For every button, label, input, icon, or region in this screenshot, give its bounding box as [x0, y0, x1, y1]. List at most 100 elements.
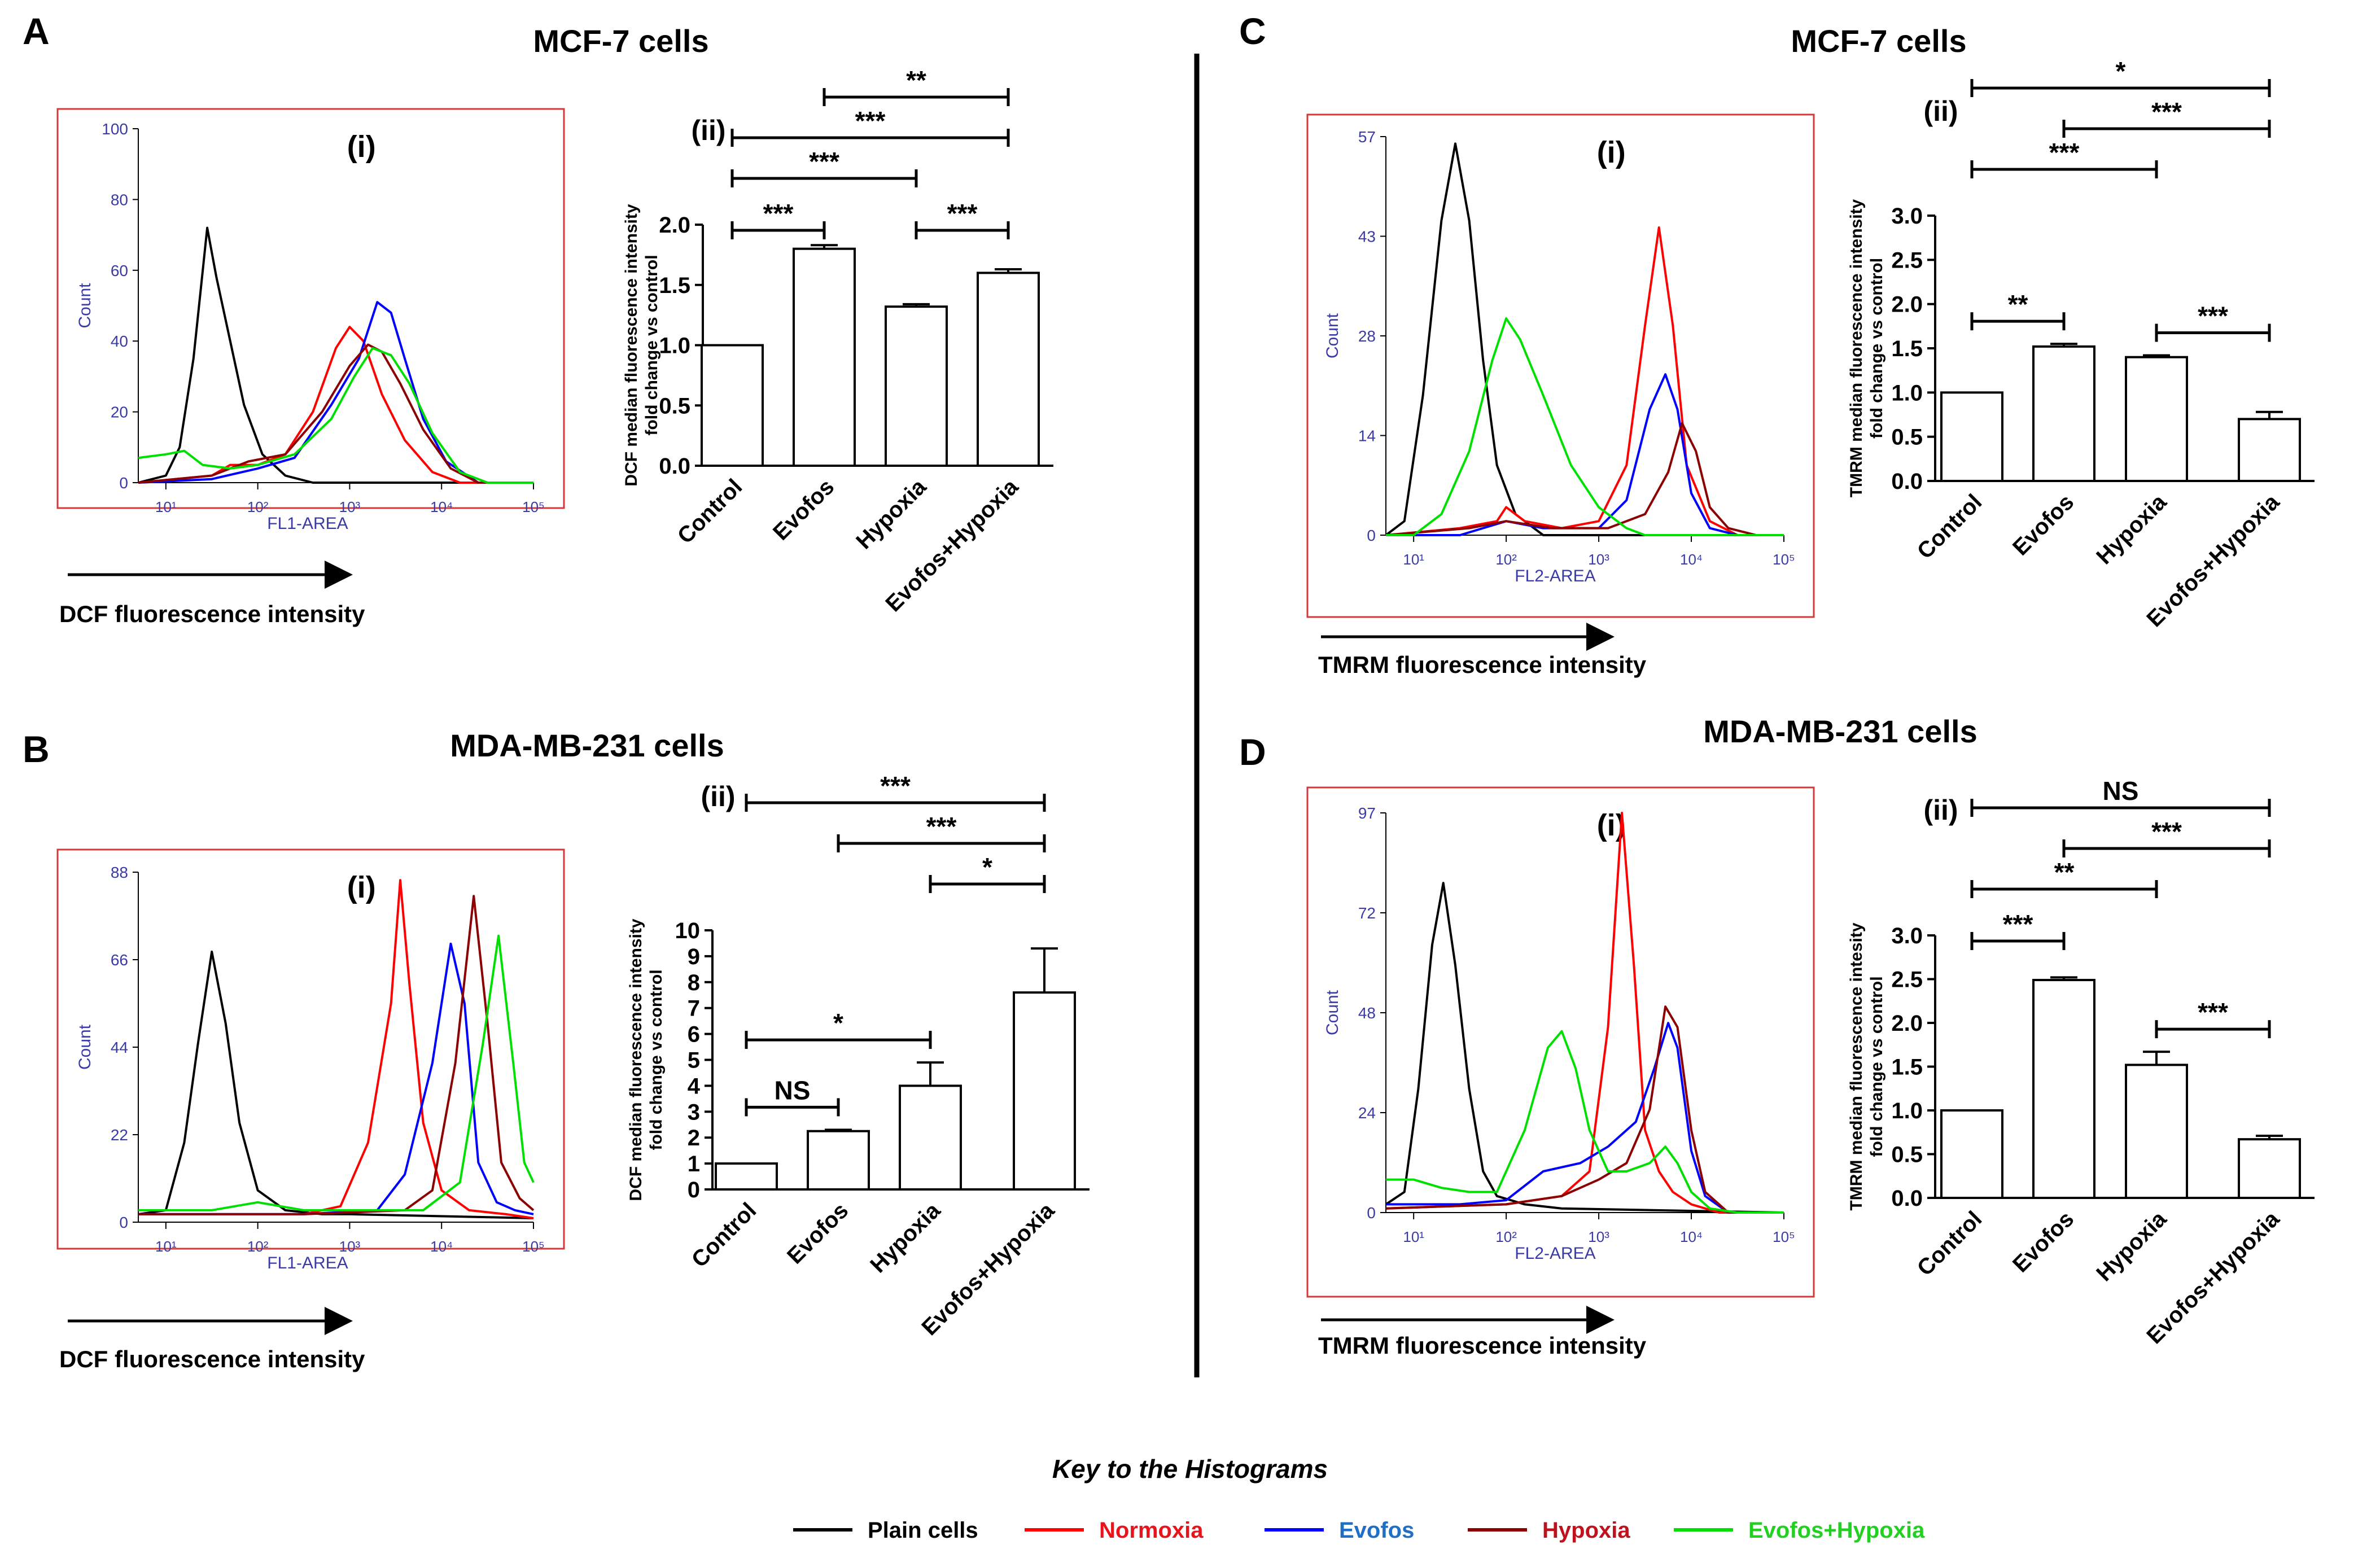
bar: [2238, 1138, 2301, 1200]
histogram-panel-label: (i): [347, 870, 376, 904]
curve-evofos-hypoxia: [138, 347, 533, 484]
histogram: 0 22 44 66 88 10¹ 10² 10³ 10⁴ 10⁵ FL1-AREA Count (i): [56, 848, 565, 1272]
panel-letter: C: [1239, 10, 1266, 52]
panel-title: MDA-MB-231 cells: [450, 728, 724, 763]
x-tick-label: 10²: [247, 498, 269, 515]
x-tick-label: 10⁵: [1773, 1228, 1795, 1245]
bar-y-tick-label: 0.0: [659, 454, 690, 479]
bar-y-tick-label: 3.0: [1891, 204, 1923, 229]
x-tick-label: 10¹: [155, 1238, 177, 1255]
panel-d: D MDA-MB-231 cells 0 24 48 72 97 10¹ 10² 10³ 10⁴ 10…: [1239, 714, 2315, 1359]
y-tick-label: 0: [1367, 527, 1376, 544]
x-tick-label: 10⁴: [1680, 1228, 1703, 1245]
bar-y-tick-label: 2.0: [659, 213, 690, 238]
y-tick-label: 88: [111, 864, 128, 881]
significance-label: ***: [763, 199, 794, 228]
histogram-panel-label: (i): [1597, 135, 1626, 169]
panel-a: A MCF-7 cells 0 20 40 60 80 100 10¹ 10² 10³ 10⁴ 10⁵ F…: [23, 10, 1053, 627]
x-tick-label: 10⁴: [430, 498, 453, 515]
curve-normoxia: [1385, 226, 1784, 536]
bar: [1940, 1109, 2003, 1199]
x-tick-label: 10⁴: [1680, 551, 1703, 568]
significance-label: ***: [926, 812, 957, 841]
bar-y-tick-label: 0.0: [1891, 469, 1923, 494]
bar-y-label-line2: fold change vs control: [1867, 258, 1886, 439]
key-label: Hypoxia: [1542, 1518, 1630, 1543]
curve-evofos-hypoxia: [138, 934, 535, 1211]
bar-category-label: Hypoxia: [865, 1198, 946, 1278]
bar-y-tick-label: 2.5: [1891, 968, 1923, 992]
curve-normoxia: [138, 326, 533, 484]
key-label: Evofos+Hypoxia: [1748, 1518, 1925, 1543]
histogram: 0 14 28 43 57 10¹ 10² 10³ 10⁴ 10⁵ FL2-AREA Count (i): [1306, 113, 1815, 618]
y-tick-label: 80: [111, 191, 128, 208]
panel-title: MDA-MB-231 cells: [1703, 714, 1977, 749]
significance-label: *: [833, 1008, 843, 1038]
histogram: 0 20 40 60 80 100 10¹ 10² 10³ 10⁴ 10⁵ FL1-AREA Count…: [56, 108, 565, 533]
y-tick-label: 66: [111, 951, 128, 969]
y-tick-label: 0: [1367, 1204, 1376, 1222]
bar-y-tick-label: 0.5: [1891, 1143, 1923, 1167]
y-tick-label: 24: [1358, 1104, 1376, 1122]
bar-y-tick-label: 4: [688, 1074, 701, 1099]
x-tick-label: 10²: [1495, 1228, 1517, 1245]
bar-category-label: Control: [1913, 489, 1987, 564]
key-title: Key to the Histograms: [1052, 1454, 1328, 1484]
histogram-y-label: Count: [76, 283, 94, 329]
bar-y-tick-label: 6: [688, 1022, 700, 1047]
significance-label: ***: [947, 199, 978, 228]
x-tick-label: 10⁴: [430, 1238, 453, 1255]
bar-category-label: Control: [673, 474, 747, 549]
panel-letter: A: [23, 10, 50, 52]
histogram-frame: [1306, 113, 1815, 618]
axis-caption: DCF fluorescence intensity: [59, 1346, 365, 1372]
panel-title: MCF-7 cells: [1791, 23, 1966, 59]
bar: [2238, 418, 2301, 482]
x-tick-label: 10⁵: [522, 1238, 545, 1255]
key-label: Evofos: [1339, 1518, 1414, 1543]
histogram-x-label: FL1-AREA: [267, 1254, 348, 1272]
axis-caption: TMRM fluorescence intensity: [1318, 1332, 1647, 1359]
bar-y-tick-label: 1.5: [1891, 1055, 1923, 1080]
significance-label: ***: [2198, 997, 2228, 1027]
significance-label: ***: [880, 771, 911, 800]
y-tick-label: 28: [1358, 327, 1376, 345]
bar-y-label-line2: fold change vs control: [1867, 976, 1886, 1157]
curve-hypoxia: [138, 895, 535, 1215]
bar-y-tick-label: 1.0: [1891, 1099, 1923, 1123]
significance-label: **: [2054, 857, 2075, 887]
bar-category-label: Evofos: [782, 1198, 853, 1268]
x-tick-label: 10³: [339, 1238, 361, 1255]
bar-category-label: Evofos: [768, 474, 839, 545]
x-tick-label: 10⁵: [1773, 551, 1795, 568]
histogram-y-label: Count: [1323, 990, 1342, 1035]
bar-y-tick-label: 1.0: [659, 334, 690, 358]
significance-label: *: [2116, 56, 2126, 86]
bar: [715, 1162, 778, 1191]
bar-y-tick-label: 8: [688, 970, 700, 995]
panel-title: MCF-7 cells: [533, 23, 708, 59]
curve-evofos-hypoxia: [1386, 1030, 1784, 1214]
bar-category-label: Control: [687, 1198, 762, 1272]
bar-y-tick-label: 1.0: [1891, 380, 1923, 405]
y-tick-label: 60: [111, 262, 128, 279]
x-tick-label: 10⁵: [522, 498, 545, 515]
x-tick-label: 10²: [1495, 551, 1517, 568]
curve-hypoxia: [1385, 1005, 1784, 1214]
bar: [2032, 345, 2095, 482]
bar-y-tick-label: 3: [688, 1100, 700, 1125]
bar-panel-label: (ii): [1923, 794, 1958, 826]
bar-y-label-line1: DCF median fluorescence intensity: [627, 918, 645, 1201]
key-label: Normoxia: [1099, 1518, 1204, 1543]
significance-label: ***: [855, 106, 886, 135]
axis-caption: DCF fluorescence intensity: [59, 601, 365, 627]
bar-chart: 0.0 0.5 1.0 1.5 2.0 2.5 3.0 TMRM median fluores…: [1847, 776, 2315, 1349]
bar-y-tick-label: 0.5: [659, 393, 690, 418]
bar-y-tick-label: 2.0: [1891, 1011, 1923, 1036]
bar-y-label-line1: TMRM median fluorescence intesity: [1847, 922, 1866, 1210]
curve-evofos: [1386, 1022, 1784, 1214]
bar-y-tick-label: 0.0: [1891, 1186, 1923, 1211]
y-tick-label: 14: [1358, 427, 1376, 445]
